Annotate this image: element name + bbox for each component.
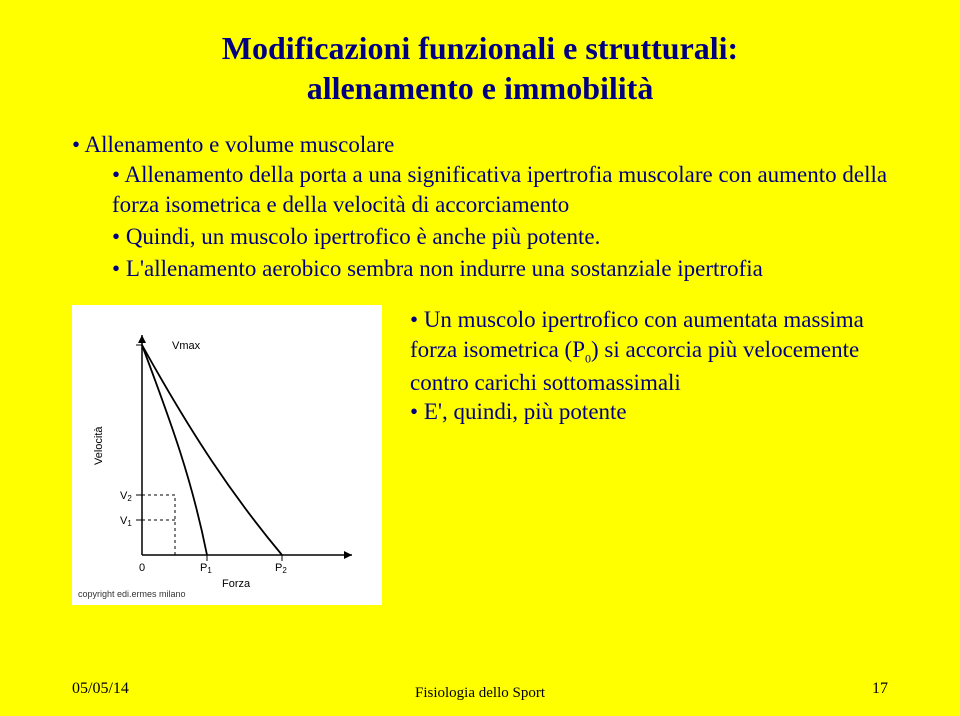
slide: Modificazioni funzionali e strutturali: …	[0, 0, 960, 716]
slide-title: Modificazioni funzionali e strutturali: …	[72, 28, 888, 108]
right-bullet-0: Un muscolo ipertrofico con aumentata mas…	[410, 305, 888, 397]
force-velocity-chart: Vmax V2 V1 0 P1 P2 Velocità Forza copyri…	[72, 305, 382, 605]
right-column: Un muscolo ipertrofico con aumentata mas…	[410, 305, 888, 427]
bullet-list-level1: Allenamento e volume muscolare	[72, 130, 888, 160]
bullet-l2-0: Allenamento della porta a una significat…	[112, 160, 888, 220]
content-row: Vmax V2 V1 0 P1 P2 Velocità Forza copyri…	[72, 305, 888, 605]
bullet-list-level2: Allenamento della porta a una significat…	[112, 160, 888, 284]
xticklabel-0: 0	[139, 562, 145, 574]
chart-svg: Vmax V2 V1 0 P1 P2 Velocità Forza	[72, 305, 382, 605]
curve-p2	[142, 345, 282, 555]
x-axis-arrow-icon	[344, 551, 352, 559]
xticklabel-p1: P1	[200, 562, 212, 575]
bullet-l1-0: Allenamento e volume muscolare	[72, 130, 888, 160]
yticklabel-v2: V2	[120, 490, 132, 503]
yticklabel-vmax: Vmax	[172, 340, 201, 352]
footer-page: 17	[872, 680, 888, 698]
x-axis-label: Forza	[222, 578, 251, 590]
title-line-2: allenamento e immobilità	[307, 70, 654, 106]
y-axis-arrow-icon	[138, 335, 146, 343]
right-bullets: Un muscolo ipertrofico con aumentata mas…	[410, 305, 888, 427]
chart-copyright: copyright edi.ermes milano	[78, 589, 186, 599]
title-line-1: Modificazioni funzionali e strutturali:	[222, 30, 738, 66]
right-bullet-1: E', quindi, più potente	[410, 397, 888, 427]
yticklabel-v1: V1	[120, 515, 132, 528]
footer-center: Fisiologia dello Sport	[0, 685, 960, 702]
bullet-l2-2: L'allenamento aerobico sembra non indurr…	[112, 254, 888, 284]
dash-v2	[142, 495, 175, 555]
y-axis-label: Velocità	[93, 426, 105, 465]
xticklabel-p2: P2	[275, 562, 287, 575]
bullet-l2-1: Quindi, un muscolo ipertrofico è anche p…	[112, 222, 888, 252]
